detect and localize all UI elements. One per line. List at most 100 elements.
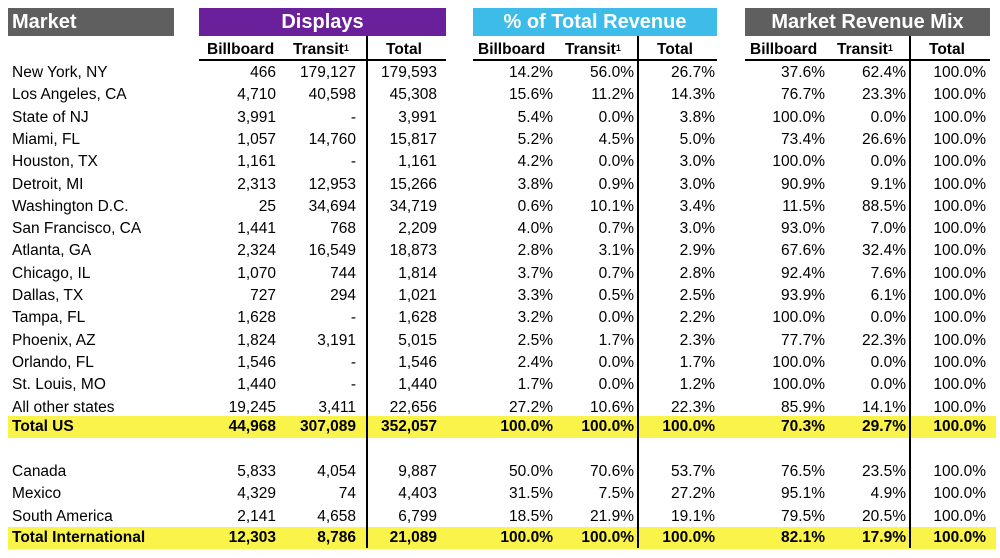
table-cell: 100.0% (933, 418, 986, 435)
table-cell: 82.1% (781, 529, 825, 546)
table-cell: 31.5% (509, 485, 553, 503)
table-cell: 2.9% (679, 242, 715, 260)
table-cell: 45,308 (389, 86, 437, 104)
table-cell: 34,694 (308, 197, 356, 215)
subheader-pct-transit: Transit1 (565, 41, 621, 58)
table-cell: 22.3% (671, 398, 715, 416)
mix-underline (745, 59, 990, 61)
table-cell: 100.0% (933, 331, 986, 349)
table-cell: 100.0% (772, 153, 825, 171)
table-row: All other states 19,245 3,411 22,656 27.2% 10… (8, 397, 996, 419)
table-cell: 73.4% (781, 130, 825, 148)
table-cell: 5.4% (517, 108, 553, 126)
table-cell: - (350, 309, 356, 327)
table-cell: 1,440 (398, 376, 437, 394)
table-cell: 7.5% (598, 485, 634, 503)
table-cell: 100.0% (933, 485, 986, 503)
table-cell: 0.7% (598, 220, 634, 238)
table-cell: 0.6% (517, 197, 553, 215)
market-name: San Francisco, CA (12, 220, 142, 238)
table-cell: 3,991 (398, 108, 437, 126)
table-row: New York, NY 466 179,127 179,593 14.2% 56.0% 2… (8, 62, 996, 84)
table-cell: 37.6% (781, 64, 825, 81)
table-cell: 100.0% (662, 529, 715, 546)
table-cell: 3.7% (517, 264, 553, 282)
table-cell: 2,313 (237, 175, 276, 193)
table-cell: 2.5% (679, 287, 715, 304)
table-cell: 70.3% (781, 418, 825, 435)
table-cell: 74 (338, 485, 356, 503)
subheader-mix-billboard: Billboard (750, 41, 818, 58)
table-row: Atlanta, GA 2,324 16,549 18,873 2.8% 3.1% 2.9%… (8, 240, 996, 262)
table-cell: 7.0% (870, 220, 906, 238)
table-cell: 15.6% (509, 86, 553, 104)
table-cell: 5,015 (398, 331, 437, 349)
table-row: South America 2,141 4,658 6,799 18.5% 21.9% 19… (8, 506, 996, 528)
table-cell: 20.5% (862, 507, 906, 525)
table-cell: 2.4% (517, 353, 553, 371)
table-cell: 14.2% (509, 64, 553, 81)
table-cell: 1,161 (398, 153, 437, 171)
table-cell: 3,191 (317, 331, 356, 349)
total-row-us: Total US 44,968 307,089 352,057 100.0% 100.0%… (8, 416, 996, 438)
market-name: Atlanta, GA (12, 242, 92, 260)
table-cell: 25 (258, 197, 276, 215)
table-cell: 18,873 (389, 242, 437, 260)
table-cell: 21.9% (590, 507, 634, 525)
table-cell: 1,824 (237, 331, 276, 349)
table-cell: 6,799 (398, 507, 437, 525)
mix-total-divider (909, 36, 911, 548)
table-cell: 76.7% (781, 86, 825, 104)
market-name: Total US (12, 418, 74, 435)
table-cell: 100.0% (933, 197, 986, 215)
table-cell: 3.2% (517, 309, 553, 327)
table-cell: 100.0% (581, 418, 634, 435)
table-cell: - (350, 108, 356, 126)
table-cell: 5.2% (517, 130, 553, 148)
table-cell: 1.7% (517, 376, 553, 394)
table-cell: 100.0% (933, 108, 986, 126)
table-cell: 4.0% (517, 220, 553, 238)
market-name: Los Angeles, CA (12, 86, 127, 104)
table-cell: 27.2% (671, 485, 715, 503)
table-cell: 32.4% (862, 242, 906, 260)
table-cell: 2,209 (398, 220, 437, 238)
table-cell: 11.5% (782, 197, 825, 215)
table-cell: 79.5% (781, 507, 825, 525)
table-cell: 19.1% (671, 507, 715, 525)
market-header: Market (8, 8, 174, 36)
table-cell: 1,441 (237, 220, 276, 238)
table-cell: 768 (330, 220, 356, 238)
table-cell: 307,089 (299, 418, 356, 435)
table-cell: 93.0% (781, 220, 825, 238)
pct-underline (473, 59, 717, 61)
table-cell: 1,628 (398, 309, 437, 327)
table-cell: 1,814 (398, 264, 437, 282)
table-cell: 23.3% (862, 86, 906, 104)
market-name: State of NJ (12, 108, 89, 126)
table-row: Phoenix, AZ 1,824 3,191 5,015 2.5% 1.7% 2.3% 77… (8, 330, 996, 352)
market-name: Canada (12, 463, 67, 480)
table-cell: 0.0% (870, 376, 906, 394)
table-cell: 3.8% (679, 108, 715, 126)
table-cell: 100.0% (933, 153, 986, 171)
table-cell: 14.3% (671, 86, 715, 104)
table-cell: 11.2% (591, 86, 634, 104)
table-cell: 100.0% (933, 398, 986, 416)
table-cell: 4.9% (870, 485, 906, 503)
market-name: South America (12, 507, 113, 525)
table-cell: 0.9% (598, 175, 634, 193)
table-cell: - (350, 353, 356, 371)
table-cell: 56.0% (590, 64, 634, 81)
table-cell: 8,786 (317, 529, 356, 546)
table-cell: 100.0% (933, 287, 986, 304)
table-cell: 7.6% (870, 264, 906, 282)
table-row: Tampa, FL 1,628 - 1,628 3.2% 0.0% 2.2% 100.0% 0.… (8, 307, 996, 329)
table-cell: 4,710 (237, 86, 276, 104)
table-row: Chicago, IL 1,070 744 1,814 3.7% 0.7% 2.8% 92.4… (8, 263, 996, 285)
table-cell: 3.0% (679, 153, 715, 171)
table-cell: 85.9% (781, 398, 825, 416)
market-name: Houston, TX (12, 153, 98, 171)
table-cell: 1,628 (237, 309, 276, 327)
table-cell: 1,546 (398, 353, 437, 371)
